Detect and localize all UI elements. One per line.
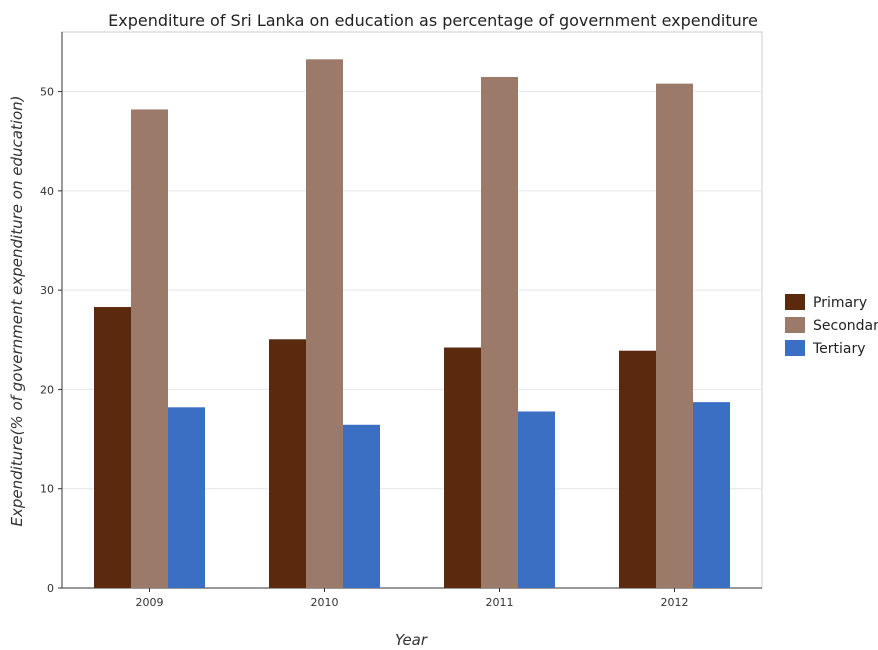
legend-swatch-primary (785, 294, 805, 310)
y-axis-label: Expenditure(% of government expenditure … (8, 96, 26, 527)
x-tick-label: 2010 (311, 596, 339, 609)
y-tick-label: 20 (40, 383, 54, 396)
bar-tertiary-2011 (518, 411, 555, 588)
bar-primary-2011 (444, 347, 481, 588)
bar-secondary-2012 (656, 83, 693, 588)
x-tick-label: 2012 (661, 596, 689, 609)
x-tick-label: 2011 (486, 596, 514, 609)
legend-label-primary: Primary (813, 295, 867, 311)
legend-swatch-tertiary (785, 340, 805, 356)
bar-secondary-2009 (131, 109, 168, 588)
plot-area: 0 10 20 30 40 50 2009 2010 2011 2012 (40, 31, 763, 609)
y-tick-label: 10 (40, 483, 54, 496)
bar-tertiary-2012 (693, 402, 730, 588)
bar-secondary-2011 (481, 76, 518, 588)
x-tick-label: 2009 (136, 596, 164, 609)
bar-secondary-2010 (306, 59, 343, 588)
legend: Primary Secondary Tertiary (785, 294, 878, 357)
y-tick-label: 40 (40, 185, 54, 198)
legend-label-tertiary: Tertiary (812, 341, 866, 357)
bar-primary-2009 (94, 307, 131, 588)
legend-label-secondary: Secondary (813, 318, 878, 334)
y-tick-label: 50 (40, 86, 54, 99)
x-axis-label: Year (395, 631, 428, 649)
y-tick-label: 0 (47, 582, 54, 595)
bar-tertiary-2009 (168, 407, 205, 588)
bar-primary-2010 (269, 339, 306, 588)
y-tick-label: 30 (40, 284, 54, 297)
chart-title: Expenditure of Sri Lanka on education as… (108, 11, 758, 30)
bar-primary-2012 (619, 350, 656, 588)
legend-swatch-secondary (785, 317, 805, 333)
bar-tertiary-2010 (343, 424, 380, 588)
